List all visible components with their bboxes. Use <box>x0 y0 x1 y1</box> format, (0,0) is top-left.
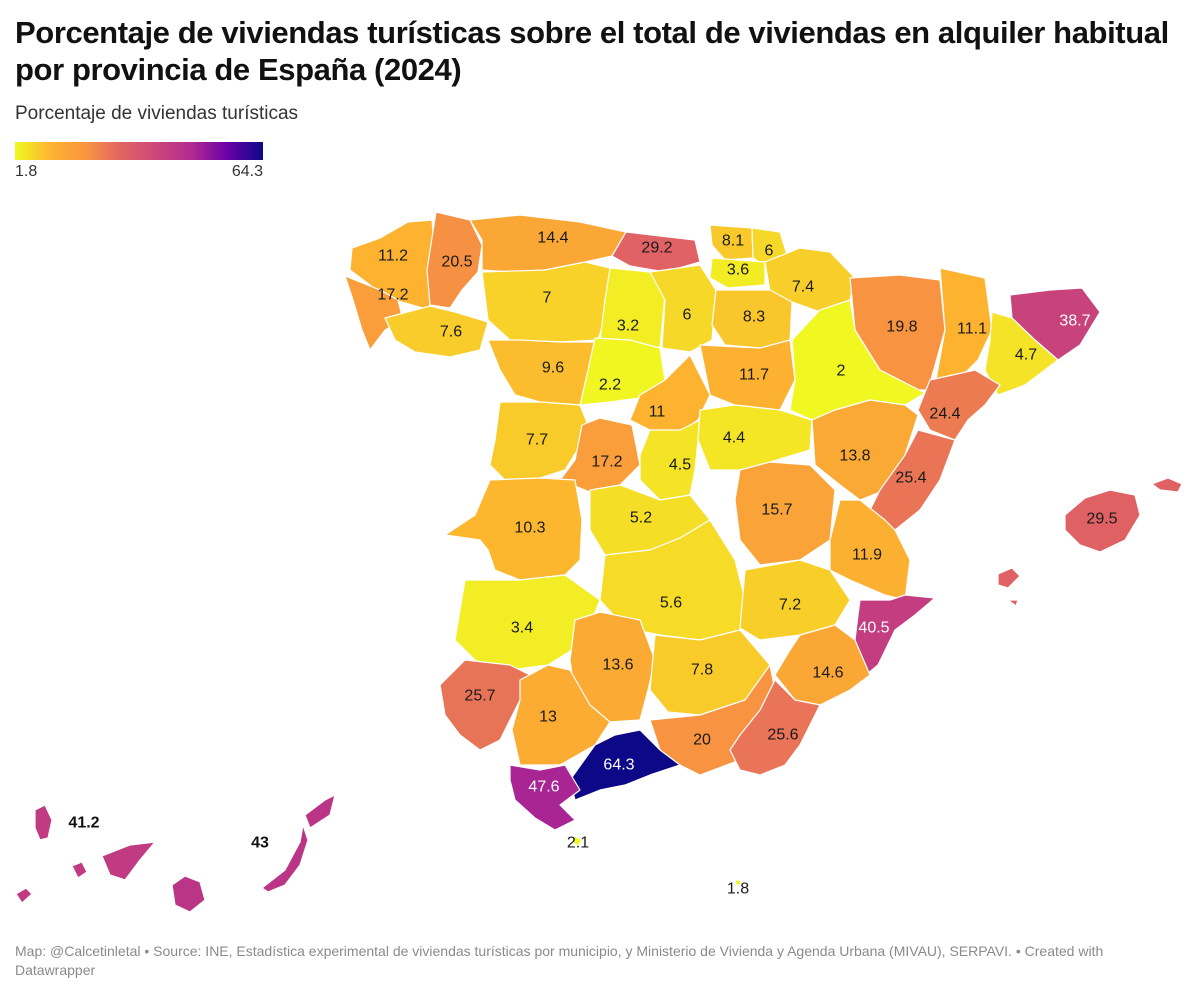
province-15[interactable] <box>934 267 993 386</box>
province-value-label: 7 <box>543 290 552 307</box>
legend-title: Porcentaje de viviendas turísticas <box>15 103 299 124</box>
map-title: Porcentaje de viviendas turísticas sobre… <box>15 15 1169 87</box>
province-value-label: 7.8 <box>691 662 713 679</box>
province-value-label: 11 <box>649 404 666 421</box>
province-42[interactable] <box>439 659 531 751</box>
province-value-label: 4.5 <box>669 457 691 474</box>
province-17[interactable] <box>984 311 1059 396</box>
province-45[interactable] <box>729 679 821 776</box>
province-20[interactable] <box>699 339 796 411</box>
island-shape[interactable] <box>101 841 156 881</box>
province-value-label: 17.2 <box>591 454 622 471</box>
legend-gradient-bar <box>15 142 263 160</box>
island-shape[interactable] <box>171 875 206 913</box>
province-value-label: 11.2 <box>378 248 408 265</box>
province-value-label: 8.3 <box>743 309 765 326</box>
province-value-label: 25.6 <box>767 727 798 744</box>
province-value-label: 3.6 <box>727 262 749 279</box>
province-23[interactable] <box>917 369 1001 441</box>
province-38[interactable] <box>854 594 936 681</box>
province-value-label: 29.5 <box>1086 511 1117 528</box>
province-value-label: 24.4 <box>929 406 960 423</box>
province-value-label: 19.8 <box>886 319 917 336</box>
legend-min-label: 1.8 <box>15 163 38 180</box>
province-value-label: 2.2 <box>599 377 621 394</box>
province-value-label: 47.6 <box>528 779 559 796</box>
island-shape[interactable] <box>1007 599 1019 607</box>
province-47[interactable] <box>509 764 581 831</box>
province-value-label: 7.2 <box>779 597 801 614</box>
province-value-label: 11.9 <box>852 547 882 564</box>
province-value-label: 5.2 <box>630 510 652 527</box>
province-6[interactable] <box>709 257 766 289</box>
province-50[interactable] <box>34 804 53 841</box>
province-value-label: 43 <box>251 835 269 852</box>
province-value-label: 2 <box>837 363 846 380</box>
province-value-label: 2.1 <box>567 835 589 852</box>
province-value-label: 25.7 <box>464 688 495 705</box>
province-1[interactable] <box>426 211 483 309</box>
province-value-label: 11.7 <box>739 367 769 384</box>
island-shape[interactable] <box>15 887 33 904</box>
province-10[interactable] <box>384 305 489 358</box>
province-33[interactable] <box>1064 489 1141 553</box>
province-32[interactable] <box>734 461 836 566</box>
province-value-label: 38.7 <box>1059 313 1090 330</box>
spain-province-map: 11.2 20.5 14.4 29.2 8.1 6 3.6 7.4 17.2 7 7.6 3.2 6 8.… <box>15 211 1183 913</box>
map-footer-source: Map: @Calcetinletal • Source: INE, Estad… <box>15 943 1104 978</box>
province-24[interactable] <box>489 401 591 481</box>
province-value-label: 7.7 <box>526 432 548 449</box>
province-value-label: 4.7 <box>1015 347 1037 364</box>
province-8[interactable] <box>344 275 404 351</box>
province-value-label: 20.5 <box>441 254 472 271</box>
province-value-label: 3.2 <box>617 318 639 335</box>
province-value-label: 11.1 <box>957 321 987 338</box>
province-22[interactable] <box>629 354 711 433</box>
province-51[interactable] <box>261 824 309 893</box>
island-shape[interactable] <box>997 567 1021 589</box>
province-value-label: 7.4 <box>792 279 814 296</box>
province-value-label: 13 <box>539 709 557 726</box>
province-value-label: 25.4 <box>895 470 926 487</box>
island-shape[interactable] <box>1151 477 1183 493</box>
province-value-label: 6 <box>765 243 774 260</box>
province-value-label: 4.4 <box>723 430 745 447</box>
province-41[interactable] <box>774 624 871 706</box>
province-value-label: 41.2 <box>68 815 99 832</box>
province-value-label: 5.6 <box>660 595 682 612</box>
color-legend: 1.8 64.3 <box>15 142 263 182</box>
province-27[interactable] <box>697 404 813 471</box>
province-value-label: 40.5 <box>858 620 889 637</box>
legend-max-label: 64.3 <box>231 163 263 180</box>
province-value-label: 20 <box>693 732 711 749</box>
province-4[interactable] <box>709 224 754 261</box>
province-value-label: 3.4 <box>511 620 533 637</box>
province-value-label: 14.4 <box>537 230 568 247</box>
province-value-label: 14.6 <box>812 665 843 682</box>
province-value-label: 29.2 <box>641 240 672 257</box>
province-value-label: 9.6 <box>542 360 564 377</box>
province-48[interactable] <box>571 835 583 847</box>
province-value-label: 13.6 <box>602 657 633 674</box>
province-49[interactable] <box>734 879 742 886</box>
province-value-label: 10.3 <box>514 520 545 537</box>
province-value-label: 6 <box>683 307 692 324</box>
province-value-label: 7.6 <box>440 324 462 341</box>
island-shape[interactable] <box>304 794 336 829</box>
province-value-label: 1.8 <box>727 881 749 898</box>
province-value-label: 15.7 <box>761 502 792 519</box>
province-value-label: 17.2 <box>377 287 408 304</box>
province-value-label: 13.8 <box>839 448 870 465</box>
island-shape[interactable] <box>71 861 88 879</box>
province-value-label: 64.3 <box>603 757 634 774</box>
province-value-label: 8.1 <box>722 233 744 250</box>
